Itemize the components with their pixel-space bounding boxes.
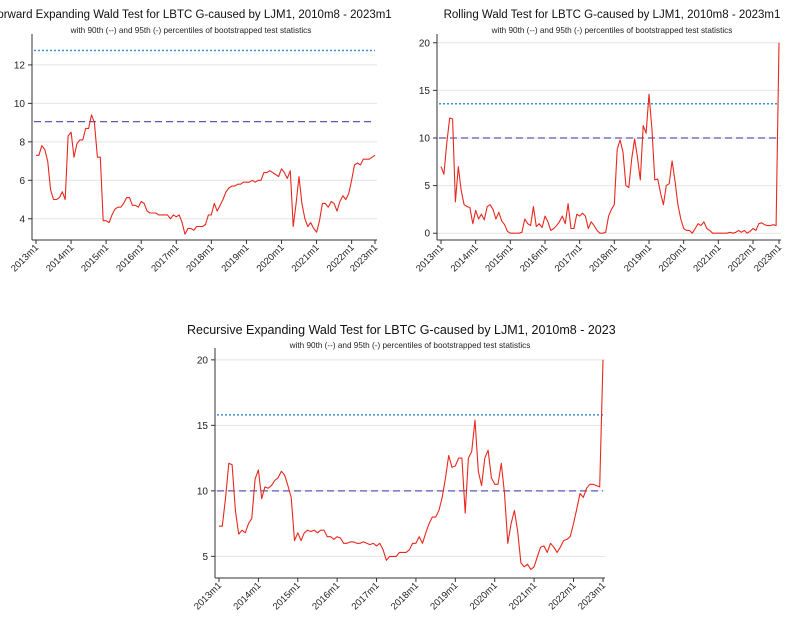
x-tick-label: 2014m1: [231, 580, 263, 612]
recursive-expanding-chart: Recursive Expanding Wald Test for LBTC G…: [187, 323, 633, 612]
y-tick-label: 5: [424, 181, 430, 192]
y-tick-label: 12: [14, 60, 26, 71]
x-tick-label: 2019m1: [219, 242, 251, 274]
x-tick-label: 2021m1: [290, 242, 322, 274]
x-tick-label: 2022m1: [726, 242, 758, 274]
chart-subtitle: with 90th (--) and 95th (-) percentiles …: [289, 341, 531, 350]
x-tick-label: 2016m1: [114, 242, 146, 274]
x-tick-label: 2018m1: [184, 242, 216, 274]
y-tick-label: 20: [197, 355, 209, 366]
chart-title: Recursive Expanding Wald Test for LBTC G…: [187, 323, 615, 337]
x-tick-label: 2013m1: [9, 242, 41, 274]
x-tick-label: 2014m1: [449, 242, 481, 274]
y-tick-label: 5: [202, 552, 208, 563]
recursive-expanding-panel: Recursive Expanding Wald Test for LBTC G…: [185, 316, 633, 629]
chart-subtitle: with 90th (--) and 95th (-) percentiles …: [491, 26, 733, 35]
x-tick-label: 2020m1: [657, 242, 689, 274]
x-tick-label: 2015m1: [271, 580, 303, 612]
x-tick-label: 2013m1: [192, 580, 224, 612]
x-tick-label: 2020m1: [255, 242, 287, 274]
x-tick-label: 2019m1: [622, 242, 654, 274]
x-tick-label: 2017m1: [149, 242, 181, 274]
x-tick-label: 2021m1: [507, 580, 539, 612]
wald-statistic-line: [36, 114, 376, 235]
chart-title: Rolling Wald Test for LBTC G-caused by L…: [444, 9, 781, 21]
rolling-panel: Rolling Wald Test for LBTC G-caused by L…: [399, 0, 799, 290]
x-tick-label: 2017m1: [553, 242, 585, 274]
x-tick-label: 2019m1: [428, 580, 460, 612]
x-tick-label: 2023m1: [752, 242, 784, 274]
x-tick-label: 2016m1: [518, 242, 550, 274]
y-tick-label: 8: [19, 137, 25, 148]
forward-expanding-panel: Forward Expanding Wald Test for LBTC G-c…: [0, 0, 400, 290]
x-tick-label: 2013m1: [414, 242, 446, 274]
y-tick-label: 10: [14, 99, 26, 110]
x-tick-label: 2016m1: [310, 580, 342, 612]
x-tick-label: 2015m1: [483, 242, 515, 274]
forward-expanding-chart: Forward Expanding Wald Test for LBTC G-c…: [0, 9, 392, 274]
x-tick-label: 2020m1: [468, 580, 500, 612]
x-tick-label: 2018m1: [389, 580, 421, 612]
y-tick-label: 10: [419, 134, 431, 145]
x-tick-label: 2022m1: [547, 580, 579, 612]
y-tick-label: 6: [19, 176, 25, 187]
wald-statistic-line: [219, 359, 604, 571]
y-tick-label: 15: [197, 421, 209, 432]
chart-subtitle: with 90th (--) and 95th (-) percentiles …: [70, 26, 312, 35]
y-tick-label: 15: [419, 86, 431, 97]
y-tick-label: 20: [419, 38, 431, 49]
x-tick-label: 2021m1: [691, 242, 723, 274]
x-tick-label: 2018m1: [587, 242, 619, 274]
x-tick-label: 2023m1: [576, 580, 608, 612]
x-tick-label: 2014m1: [44, 242, 76, 274]
wald-statistic-line: [440, 42, 780, 234]
chart-title: Forward Expanding Wald Test for LBTC G-c…: [0, 9, 392, 21]
y-tick-label: 4: [19, 214, 25, 225]
rolling-chart: Rolling Wald Test for LBTC G-caused by L…: [414, 9, 784, 274]
y-tick-label: 10: [197, 486, 209, 497]
x-tick-label: 2015m1: [79, 242, 111, 274]
x-tick-label: 2017m1: [350, 580, 382, 612]
y-tick-label: 0: [424, 229, 430, 240]
